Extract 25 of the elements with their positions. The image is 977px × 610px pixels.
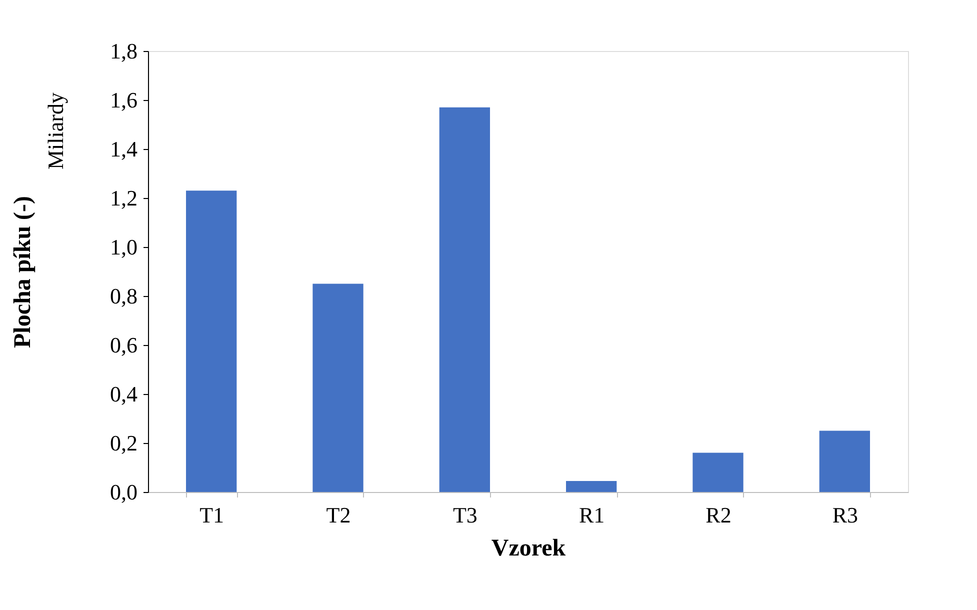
y-tick-label: 0,4 bbox=[110, 382, 138, 406]
x-tick-label: R2 bbox=[706, 502, 732, 528]
y-tick-label: 1,6 bbox=[110, 88, 138, 112]
y-tick-label: 1,2 bbox=[110, 186, 138, 210]
bar bbox=[692, 452, 744, 492]
y-tick-label: 0,8 bbox=[110, 284, 138, 308]
y-tick-label: 0,6 bbox=[110, 332, 138, 358]
bar bbox=[312, 284, 364, 492]
x-tick-label: T3 bbox=[452, 502, 478, 528]
x-tick-label: R1 bbox=[578, 502, 605, 528]
x-tick-label: T1 bbox=[200, 502, 224, 528]
x-tick-label: R3 bbox=[832, 502, 858, 528]
y-tick-label: 1,8 bbox=[110, 38, 138, 64]
y-tick-label: 1,0 bbox=[110, 234, 138, 260]
bar bbox=[566, 480, 617, 492]
bar bbox=[819, 430, 870, 492]
y-tick-label: 0,2 bbox=[110, 430, 138, 456]
bar bbox=[186, 190, 237, 492]
text: Miliardy bbox=[43, 92, 68, 170]
y-axis-title: Plocha píku (-) bbox=[10, 196, 36, 348]
y-tick-label: 1,4 bbox=[110, 136, 138, 162]
x-axis-title: Vzorek bbox=[491, 536, 566, 562]
x-tick-label: T2 bbox=[326, 502, 351, 528]
bar bbox=[439, 107, 490, 492]
y-tick-label: 0,0 bbox=[110, 480, 138, 504]
